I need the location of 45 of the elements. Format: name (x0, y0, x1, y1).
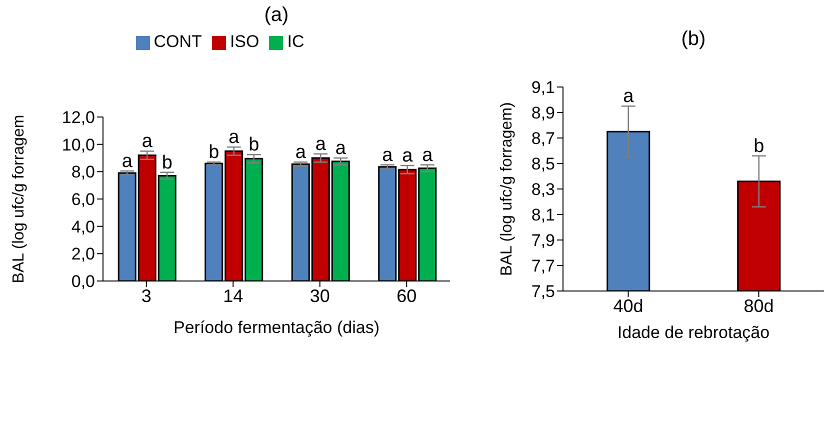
y-tick-label: 8,3 (531, 180, 555, 200)
y-tick-label: 8,1 (531, 206, 555, 225)
x-tick-label: 3 (141, 286, 152, 306)
legend-label: IC (287, 32, 304, 51)
x-tick-label: 30 (310, 286, 330, 306)
y-tick-label: 10,0 (62, 135, 95, 154)
x-tick-label: 14 (223, 286, 244, 306)
x-tick-label: 40d (613, 296, 644, 316)
data-label: b (208, 142, 220, 164)
y-tick-label: 8,0 (71, 162, 95, 182)
y-tick-label: 7,9 (531, 231, 555, 250)
data-label: a (122, 150, 133, 172)
y-tick-label: 0,0 (71, 272, 95, 292)
y-tick-label: 8,5 (531, 154, 555, 174)
y-tick-label: 9,1 (531, 78, 555, 98)
data-label: a (623, 86, 634, 108)
data-label: a (228, 127, 240, 148)
data-label: a (402, 146, 414, 167)
data-label: a (142, 131, 153, 152)
y-tick-label: 2,0 (71, 244, 95, 264)
y-tick-label: 4,0 (71, 217, 95, 236)
legend-label: ISO (230, 32, 260, 51)
data-label: b (248, 134, 260, 156)
y-tick-label: 7,7 (531, 256, 555, 276)
chart-title: (a) (263, 4, 290, 27)
x-tick-label: 60 (396, 286, 417, 306)
x-axis-title: Período fermentação (dias) (174, 318, 380, 337)
data-label: a (315, 134, 326, 155)
chart-title: (b) (680, 28, 707, 51)
data-label: a (422, 144, 434, 166)
data-label: a (335, 138, 346, 159)
data-label: a (295, 142, 306, 164)
legend-label: CONT (154, 32, 202, 51)
x-axis-title: Idade de rebrotação (617, 323, 770, 342)
y-tick-label: 8,7 (531, 129, 555, 148)
y-tick-label: 7,5 (531, 282, 555, 302)
y-tick-label: 8,9 (531, 104, 555, 123)
y-tick-label: 6,0 (71, 190, 95, 210)
y-axis-title: BAL (log ufc/g forragem) (498, 102, 516, 276)
y-axis-title: BAL (log ufc/g forragem (10, 114, 28, 284)
x-tick-label: 80d (744, 296, 774, 316)
y-tick-label: 12,0 (62, 108, 95, 128)
data-label: a (382, 144, 394, 166)
data-label: b (162, 152, 172, 174)
data-label: b (754, 136, 764, 157)
